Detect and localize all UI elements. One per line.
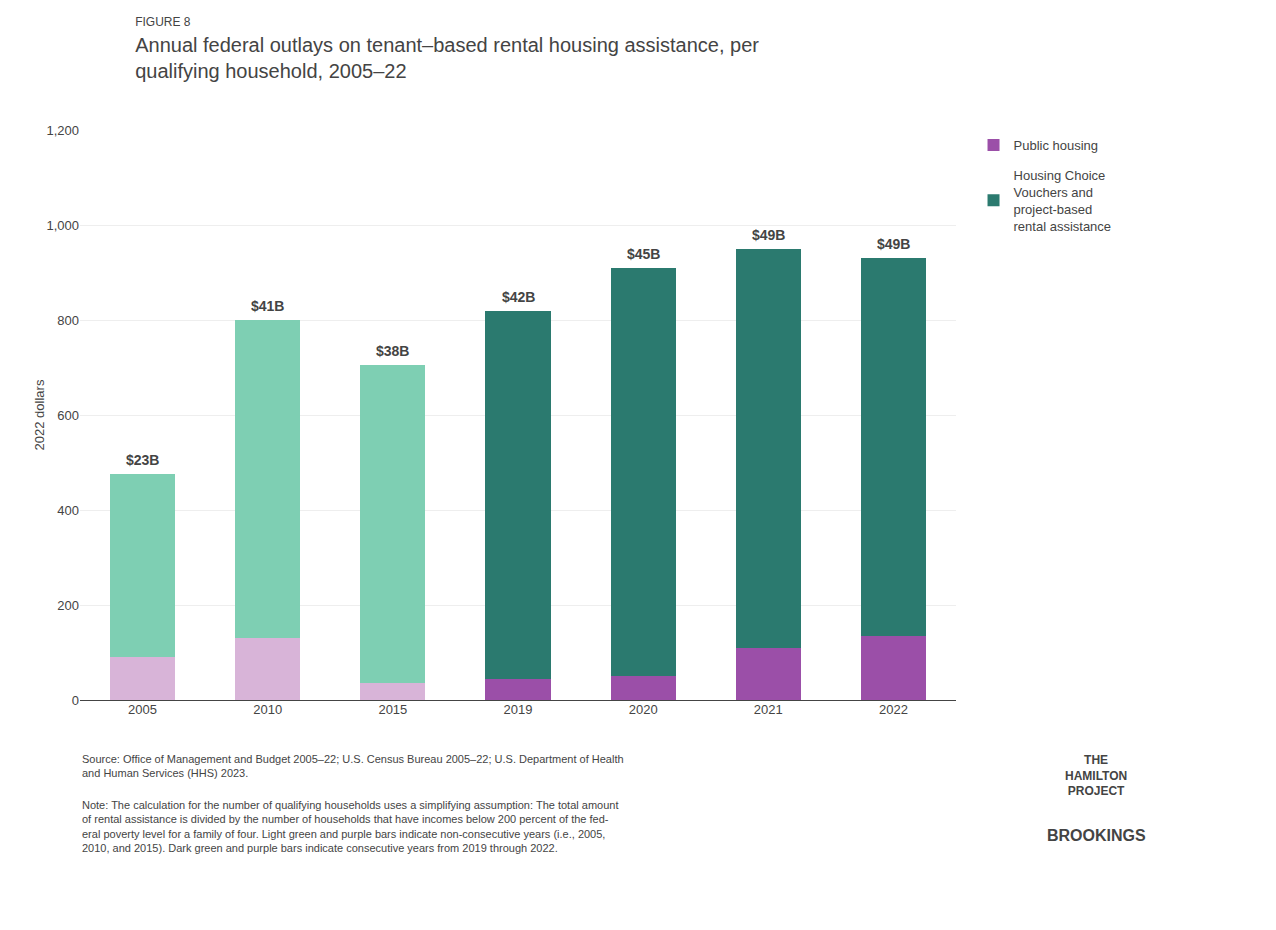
svg-text:200: 200 [57, 598, 79, 613]
svg-text:2005: 2005 [128, 702, 157, 717]
svg-text:2022 dollars: 2022 dollars [32, 379, 47, 450]
svg-text:$45B: $45B [627, 246, 660, 262]
svg-text:FIGURE 8Annual federal outlays: FIGURE 8Annual federal outlays on tenant… [135, 15, 759, 82]
svg-text:2019: 2019 [504, 702, 533, 717]
svg-text:$38B: $38B [376, 343, 409, 359]
svg-text:2010: 2010 [253, 702, 282, 717]
svg-text:Source: Office of Management a: Source: Office of Management and Budget … [82, 753, 624, 779]
svg-text:1,000: 1,000 [46, 218, 79, 233]
svg-text:600: 600 [57, 408, 79, 423]
svg-text:$23B: $23B [126, 452, 159, 468]
svg-text:$49B: $49B [752, 227, 785, 243]
svg-text:$49B: $49B [877, 236, 910, 252]
svg-text:2022: 2022 [879, 702, 908, 717]
svg-text:Note: The calculation for the: Note: The calculation for the number of … [82, 799, 618, 854]
svg-text:2015: 2015 [378, 702, 407, 717]
svg-text:$42B: $42B [502, 289, 535, 305]
svg-text:2020: 2020 [629, 702, 658, 717]
svg-text:THEHAMILTONPROJECT: THEHAMILTONPROJECT [1065, 753, 1127, 798]
svg-text:800: 800 [57, 313, 79, 328]
svg-text:1,200: 1,200 [46, 123, 79, 138]
svg-text:BROOKINGS: BROOKINGS [1047, 827, 1146, 844]
svg-text:$41B: $41B [251, 298, 284, 314]
svg-text:Public housing: Public housing [1014, 138, 1099, 153]
svg-text:400: 400 [57, 503, 79, 518]
svg-text:0: 0 [72, 693, 79, 708]
svg-text:2021: 2021 [754, 702, 783, 717]
svg-text:Housing ChoiceVouchers andproj: Housing ChoiceVouchers andproject-basedr… [1014, 168, 1112, 234]
